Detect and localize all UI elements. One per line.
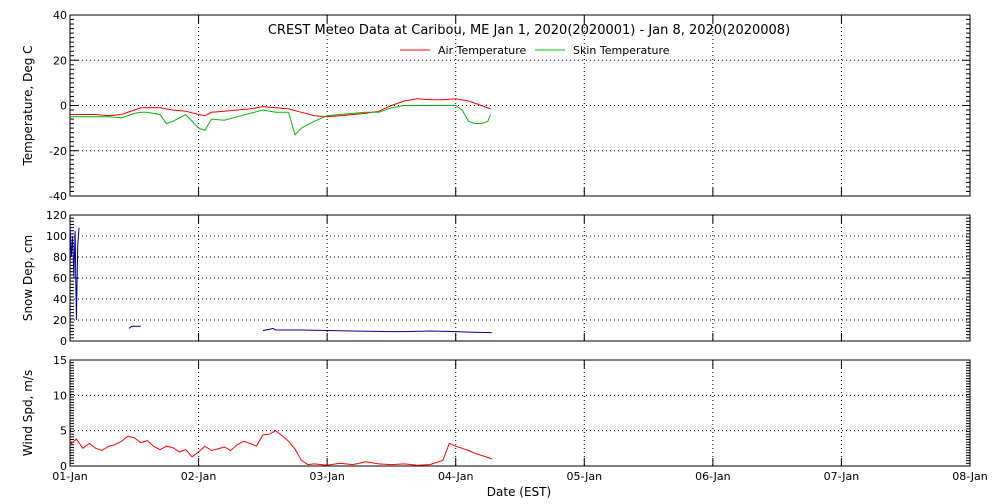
y-axis-label: Temperature, Deg C xyxy=(21,45,35,166)
x-tick-label: 02-Jan xyxy=(181,470,217,483)
legend-label: Skin Temperature xyxy=(573,44,670,57)
y-axis-label: Snow Dep, cm xyxy=(21,235,35,321)
y-axis-label: Wind Spd, m/s xyxy=(21,370,35,456)
y-tick-label: 15 xyxy=(53,354,67,367)
chart-title: CREST Meteo Data at Caribou, ME Jan 1, 2… xyxy=(268,23,790,38)
panel-wind: 15 10 5 0 Wind Spd, m/s xyxy=(21,354,971,473)
x-tick-label: 01-Jan xyxy=(52,470,88,483)
x-tick-label: 07-Jan xyxy=(824,470,860,483)
series-air-temperature xyxy=(70,98,491,118)
y-tick-label: 40 xyxy=(53,293,67,306)
y-tick-label: 40 xyxy=(53,9,67,22)
series-line-snow xyxy=(128,325,141,329)
y-tick-label: 100 xyxy=(46,230,67,243)
y-tick-label: 20 xyxy=(53,314,67,327)
y-tick-label: -20 xyxy=(49,145,67,158)
panel-temp: 40 20 0 -20 -40 Temperature, Deg C xyxy=(21,9,971,203)
series-line-wind xyxy=(69,430,492,466)
legend: Air Temperature Skin Temperature xyxy=(400,44,670,57)
x-tick-label: 04-Jan xyxy=(438,470,474,483)
legend-label: Air Temperature xyxy=(438,44,527,57)
y-tick-label: 80 xyxy=(53,251,67,264)
y-tick-label: 10 xyxy=(53,389,67,402)
x-axis-label: Date (EST) xyxy=(487,485,551,499)
x-tick-label: 08-Jan xyxy=(952,470,988,483)
x-tick-label: 03-Jan xyxy=(309,470,345,483)
x-tick-label: 05-Jan xyxy=(567,470,603,483)
series-line-snow xyxy=(262,327,492,334)
y-tick-label: 120 xyxy=(46,209,67,222)
y-tick-label: 20 xyxy=(53,54,67,67)
y-tick-label: 0 xyxy=(60,335,67,348)
series-skin-temperature xyxy=(70,105,491,136)
panel-frame xyxy=(69,359,971,467)
y-tick-label: 0 xyxy=(60,100,67,113)
y-tick-label: 0 xyxy=(60,460,67,473)
panel-snow: 120 100 80 60 40 20 0 Snow Dep, cm xyxy=(21,209,971,348)
y-tick-label: 5 xyxy=(60,425,67,438)
y-tick-label: 60 xyxy=(53,272,67,285)
series-line-snow xyxy=(69,225,80,321)
x-tick-label: 06-Jan xyxy=(695,470,731,483)
y-tick-label: -40 xyxy=(49,190,67,203)
